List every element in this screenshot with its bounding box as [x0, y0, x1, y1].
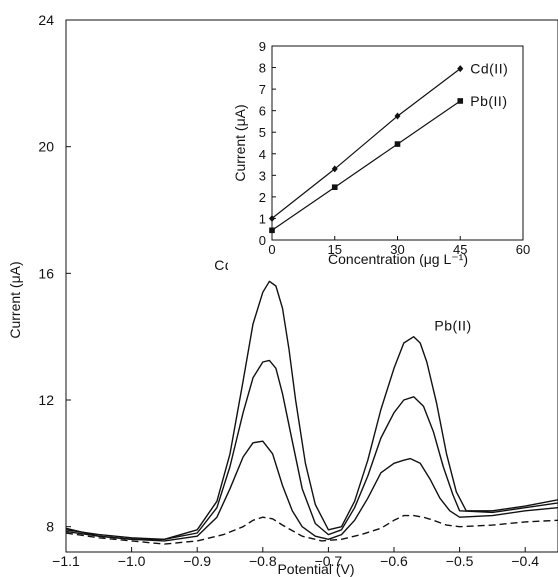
main-x-tick-label: −0.9 [183, 553, 211, 569]
inset-point-diamond [331, 165, 338, 173]
main-x-ticks: −1.1 −1.0 −0.9 −0.8 −0.7 −0.6 −0.5 −0.4 [52, 547, 539, 569]
inset-bg [228, 30, 555, 275]
main-series [65, 280, 558, 545]
inset-y-tick-label: 1 [259, 211, 266, 226]
inset-series-line-1 [271, 100, 461, 231]
inset-x-tick-label: 30 [390, 242, 404, 257]
inset-y-tick-label: 5 [259, 125, 266, 140]
inset-legend: Cd(II) Pb(II) [470, 61, 508, 109]
main-y-tick-label: 20 [38, 139, 54, 155]
main-x-tick-label: −1.0 [118, 553, 146, 569]
inset-y-tick-label: 3 [259, 168, 266, 183]
main-plot-frame [65, 19, 558, 553]
inset-y-tick-label: 4 [259, 147, 266, 162]
main-x-tick-label: −0.6 [380, 553, 408, 569]
inset-series-line-0 [271, 68, 461, 219]
inset-x-ticks: 0 15 30 45 60 [268, 236, 530, 257]
inset-x-tick-label: 0 [268, 242, 275, 257]
main-y-tick-label: 16 [38, 265, 54, 281]
inset-x-tick-label: 15 [328, 242, 342, 257]
inset-y-axis-title: Current (μA) [232, 104, 248, 181]
main-y-tick-label: 8 [46, 519, 54, 535]
main-x-tick-label: −0.7 [315, 553, 343, 569]
inset-point-diamond [269, 214, 275, 222]
main-y-tick-label: 12 [38, 392, 54, 408]
main-x-tick-label: −0.8 [249, 553, 277, 569]
main-y-tick-label: 24 [38, 12, 54, 28]
inset-y-ticks: 0 1 2 3 4 5 6 7 8 9 [259, 39, 276, 248]
inset-y-tick-label: 0 [259, 233, 266, 248]
inset-x-tick-label: 60 [516, 242, 530, 257]
inset-y-tick-label: 6 [259, 104, 266, 119]
inset-point-square [269, 227, 275, 234]
main-x-tick-label: −1.1 [52, 553, 80, 569]
main-series-line-0 [65, 514, 558, 545]
inset-x-axis-title: Concentration (μg L⁻¹) [328, 251, 468, 267]
main-x-axis-title: Potential (V) [277, 561, 354, 577]
main-series-line-1 [65, 440, 558, 542]
inset-legend-label-0: Cd(II) [470, 61, 508, 77]
inset-point-diamond [457, 65, 464, 73]
inset-point-diamond [394, 112, 401, 120]
inset-point-square [457, 98, 464, 104]
inset-y-tick-label: 9 [259, 39, 266, 54]
inset-x-tick-label: 45 [453, 242, 467, 257]
inset-legend-label-1: Pb(II) [470, 93, 507, 109]
inset-point-square [331, 184, 338, 190]
inset-y-tick-label: 2 [259, 190, 266, 205]
main-y-ticks: 8 12 16 20 24 [38, 12, 71, 535]
main-series-line-2 [65, 359, 558, 540]
peak-label-1: Pb(II) [434, 317, 471, 333]
main-series-line-3 [65, 280, 558, 540]
main-x-tick-label: −0.4 [511, 553, 539, 569]
main-x-tick-label: −0.5 [446, 553, 474, 569]
main-y-axis-title: Current (μA) [7, 261, 23, 338]
inset-point-square [394, 141, 401, 147]
inset-y-tick-label: 7 [259, 82, 266, 97]
inset-series [269, 65, 464, 234]
inset-y-tick-label: 8 [259, 61, 266, 76]
